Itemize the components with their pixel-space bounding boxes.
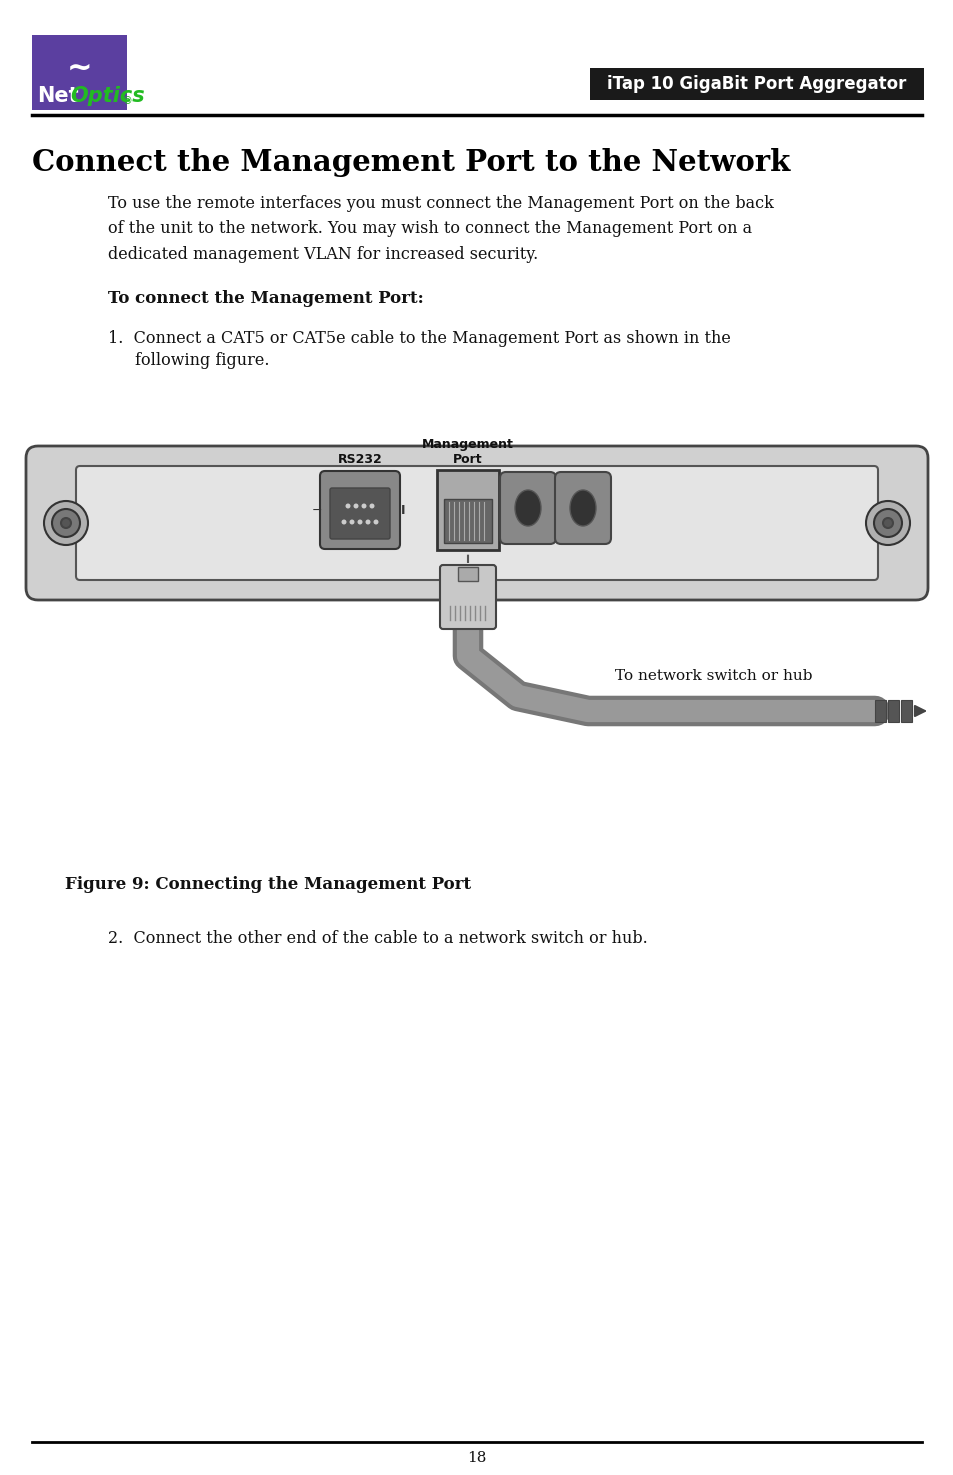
Text: 1.  Connect a CAT5 or CAT5e cable to the Management Port as shown in the: 1. Connect a CAT5 or CAT5e cable to the … [108,330,730,347]
Circle shape [349,519,355,525]
FancyBboxPatch shape [443,499,492,543]
Text: −: − [312,503,322,516]
FancyBboxPatch shape [874,701,885,721]
Text: 2.  Connect the other end of the cable to a network switch or hub.: 2. Connect the other end of the cable to… [108,931,647,947]
Text: To connect the Management Port:: To connect the Management Port: [108,291,423,307]
Circle shape [345,503,350,509]
Circle shape [873,509,901,537]
Circle shape [369,503,375,509]
Text: I: I [400,503,405,516]
FancyBboxPatch shape [436,471,498,550]
Circle shape [361,503,366,509]
Text: To use the remote interfaces you must connect the Management Port on the back
of: To use the remote interfaces you must co… [108,195,773,263]
Text: ®: ® [123,96,132,106]
Text: To network switch or hub: To network switch or hub [615,670,812,683]
FancyBboxPatch shape [900,701,911,721]
Text: following figure.: following figure. [135,353,269,369]
Text: RS232: RS232 [337,453,382,466]
FancyBboxPatch shape [319,471,399,549]
Ellipse shape [569,490,596,527]
Text: Management
Port: Management Port [421,438,514,466]
Circle shape [357,519,362,525]
Circle shape [882,518,892,528]
FancyBboxPatch shape [76,466,877,580]
FancyBboxPatch shape [26,445,927,600]
Text: Net: Net [37,86,78,106]
Circle shape [61,518,71,528]
Circle shape [365,519,370,525]
FancyBboxPatch shape [589,68,923,100]
Circle shape [374,519,378,525]
FancyBboxPatch shape [499,472,556,544]
Circle shape [341,519,346,525]
Text: 18: 18 [467,1451,486,1465]
Circle shape [354,503,358,509]
FancyBboxPatch shape [555,472,610,544]
FancyBboxPatch shape [439,565,496,628]
FancyBboxPatch shape [32,35,127,111]
Text: Connect the Management Port to the Network: Connect the Management Port to the Netwo… [32,148,789,177]
FancyBboxPatch shape [330,488,390,538]
FancyBboxPatch shape [457,566,477,581]
Text: ~: ~ [67,55,92,83]
Text: Optics: Optics [70,86,145,106]
FancyBboxPatch shape [887,701,898,721]
Ellipse shape [515,490,540,527]
Circle shape [44,502,88,544]
Text: Figure 9: Connecting the Management Port: Figure 9: Connecting the Management Port [65,876,471,892]
Circle shape [865,502,909,544]
Text: iTap 10 GigaBit Port Aggregator: iTap 10 GigaBit Port Aggregator [607,75,905,93]
Circle shape [52,509,80,537]
